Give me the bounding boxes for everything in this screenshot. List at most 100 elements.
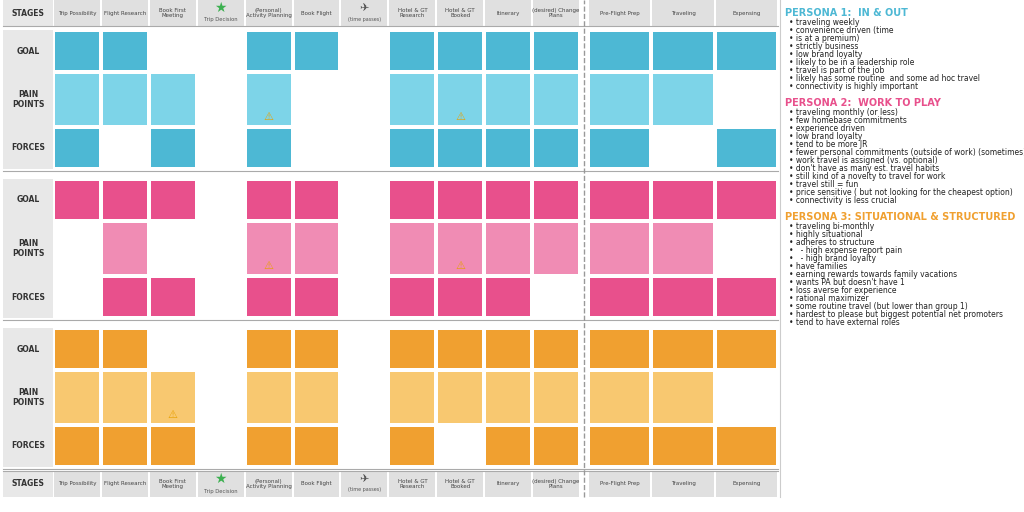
Text: Traveling: Traveling bbox=[671, 481, 695, 486]
Bar bbox=[486, 74, 530, 125]
Bar bbox=[390, 372, 434, 423]
Text: STAGES: STAGES bbox=[11, 480, 44, 488]
Text: Hotel & GT
Booked: Hotel & GT Booked bbox=[445, 479, 475, 489]
Text: • work travel is assigned (vs. optional): • work travel is assigned (vs. optional) bbox=[790, 156, 938, 165]
Bar bbox=[3, 276, 53, 318]
Bar bbox=[438, 74, 482, 125]
Bar bbox=[55, 181, 99, 219]
Bar bbox=[390, 32, 434, 70]
Text: (desired) Change
Plans: (desired) Change Plans bbox=[532, 8, 580, 18]
Text: PERSONA 3: SITUATIONAL & STRUCTURED: PERSONA 3: SITUATIONAL & STRUCTURED bbox=[785, 212, 1016, 222]
Text: ✈: ✈ bbox=[359, 474, 369, 484]
Text: ⚠: ⚠ bbox=[263, 261, 273, 271]
Text: FORCES: FORCES bbox=[11, 143, 45, 153]
Text: Traveling: Traveling bbox=[671, 11, 695, 15]
Text: (Personal)
Activity Planning: (Personal) Activity Planning bbox=[246, 479, 292, 489]
Text: • low brand loyalty: • low brand loyalty bbox=[790, 50, 862, 59]
Bar bbox=[653, 372, 713, 423]
Text: •   - high expense report pain: • - high expense report pain bbox=[790, 246, 902, 255]
Bar bbox=[3, 0, 53, 26]
Bar bbox=[589, 0, 650, 26]
Bar bbox=[55, 74, 99, 125]
Text: PERSONA 2:  WORK TO PLAY: PERSONA 2: WORK TO PLAY bbox=[785, 98, 941, 108]
Text: PAIN
POINTS: PAIN POINTS bbox=[12, 388, 44, 407]
Text: • few homebase commitments: • few homebase commitments bbox=[790, 116, 907, 125]
Bar bbox=[55, 32, 99, 70]
Bar bbox=[102, 0, 147, 26]
Bar bbox=[438, 129, 482, 167]
Text: Hotel & GT
Booked: Hotel & GT Booked bbox=[445, 8, 475, 18]
Text: Trip Possibility: Trip Possibility bbox=[57, 481, 96, 486]
Bar bbox=[486, 129, 530, 167]
Text: • don't have as many est. travel habits: • don't have as many est. travel habits bbox=[790, 164, 939, 173]
Bar bbox=[390, 181, 434, 219]
Bar bbox=[438, 372, 482, 423]
Bar bbox=[55, 427, 99, 465]
Bar bbox=[438, 181, 482, 219]
Text: • travel still = fun: • travel still = fun bbox=[790, 180, 858, 189]
Bar bbox=[151, 278, 195, 316]
Text: • low brand loyalty: • low brand loyalty bbox=[790, 132, 862, 141]
Bar bbox=[653, 427, 713, 465]
Bar bbox=[652, 0, 714, 26]
Bar bbox=[717, 330, 776, 368]
Bar bbox=[438, 223, 482, 274]
Text: • convenience driven (time: • convenience driven (time bbox=[790, 26, 894, 35]
Text: • connectivity is less crucial: • connectivity is less crucial bbox=[790, 196, 897, 205]
Text: • tend to be more JR: • tend to be more JR bbox=[790, 140, 867, 149]
Bar bbox=[485, 0, 531, 26]
Bar bbox=[486, 278, 530, 316]
Bar bbox=[198, 0, 244, 26]
Bar bbox=[151, 181, 195, 219]
Bar bbox=[294, 471, 339, 497]
Text: Trip Decision: Trip Decision bbox=[204, 17, 238, 23]
Bar bbox=[486, 427, 530, 465]
Bar bbox=[151, 129, 195, 167]
Bar bbox=[438, 32, 482, 70]
Bar bbox=[3, 127, 53, 169]
Bar bbox=[151, 74, 195, 125]
Bar bbox=[247, 74, 291, 125]
Bar bbox=[437, 471, 483, 497]
Bar bbox=[590, 181, 649, 219]
Bar bbox=[389, 0, 435, 26]
Text: Pre-Flight Prep: Pre-Flight Prep bbox=[600, 481, 640, 486]
Bar bbox=[486, 330, 530, 368]
Text: Hotel & GT
Research: Hotel & GT Research bbox=[397, 479, 427, 489]
Text: Hotel & GT
Research: Hotel & GT Research bbox=[397, 8, 427, 18]
Bar bbox=[534, 0, 579, 26]
Bar bbox=[102, 427, 146, 465]
Text: Trip Possibility: Trip Possibility bbox=[57, 11, 96, 15]
Bar bbox=[247, 427, 291, 465]
Bar bbox=[390, 278, 434, 316]
Bar bbox=[717, 427, 776, 465]
Text: ★: ★ bbox=[214, 1, 227, 15]
Text: FORCES: FORCES bbox=[11, 292, 45, 302]
Bar bbox=[55, 330, 99, 368]
Bar bbox=[54, 471, 100, 497]
Bar bbox=[246, 471, 292, 497]
Bar bbox=[390, 74, 434, 125]
Bar bbox=[55, 129, 99, 167]
Text: • likely to be in a leadership role: • likely to be in a leadership role bbox=[790, 58, 914, 67]
Text: Book First
Meeting: Book First Meeting bbox=[160, 479, 186, 489]
Bar bbox=[295, 372, 339, 423]
Bar bbox=[486, 32, 530, 70]
Text: • travel is part of the job: • travel is part of the job bbox=[790, 66, 885, 75]
Bar bbox=[55, 372, 99, 423]
Bar bbox=[590, 372, 649, 423]
Text: • still kind of a novelty to travel for work: • still kind of a novelty to travel for … bbox=[790, 172, 945, 181]
Bar bbox=[3, 328, 53, 370]
Bar bbox=[535, 372, 578, 423]
Text: • adheres to structure: • adheres to structure bbox=[790, 238, 874, 247]
Bar bbox=[590, 32, 649, 70]
Text: • traveling monthly (or less): • traveling monthly (or less) bbox=[790, 108, 898, 117]
Text: PAIN
POINTS: PAIN POINTS bbox=[12, 90, 44, 109]
Text: Flight Research: Flight Research bbox=[103, 11, 146, 15]
Bar bbox=[653, 181, 713, 219]
Bar bbox=[295, 32, 339, 70]
Text: • fewer personal commitments (outside of work) (sometimes): • fewer personal commitments (outside of… bbox=[790, 148, 1024, 157]
Bar bbox=[590, 74, 649, 125]
Bar bbox=[486, 181, 530, 219]
Bar bbox=[341, 0, 387, 26]
